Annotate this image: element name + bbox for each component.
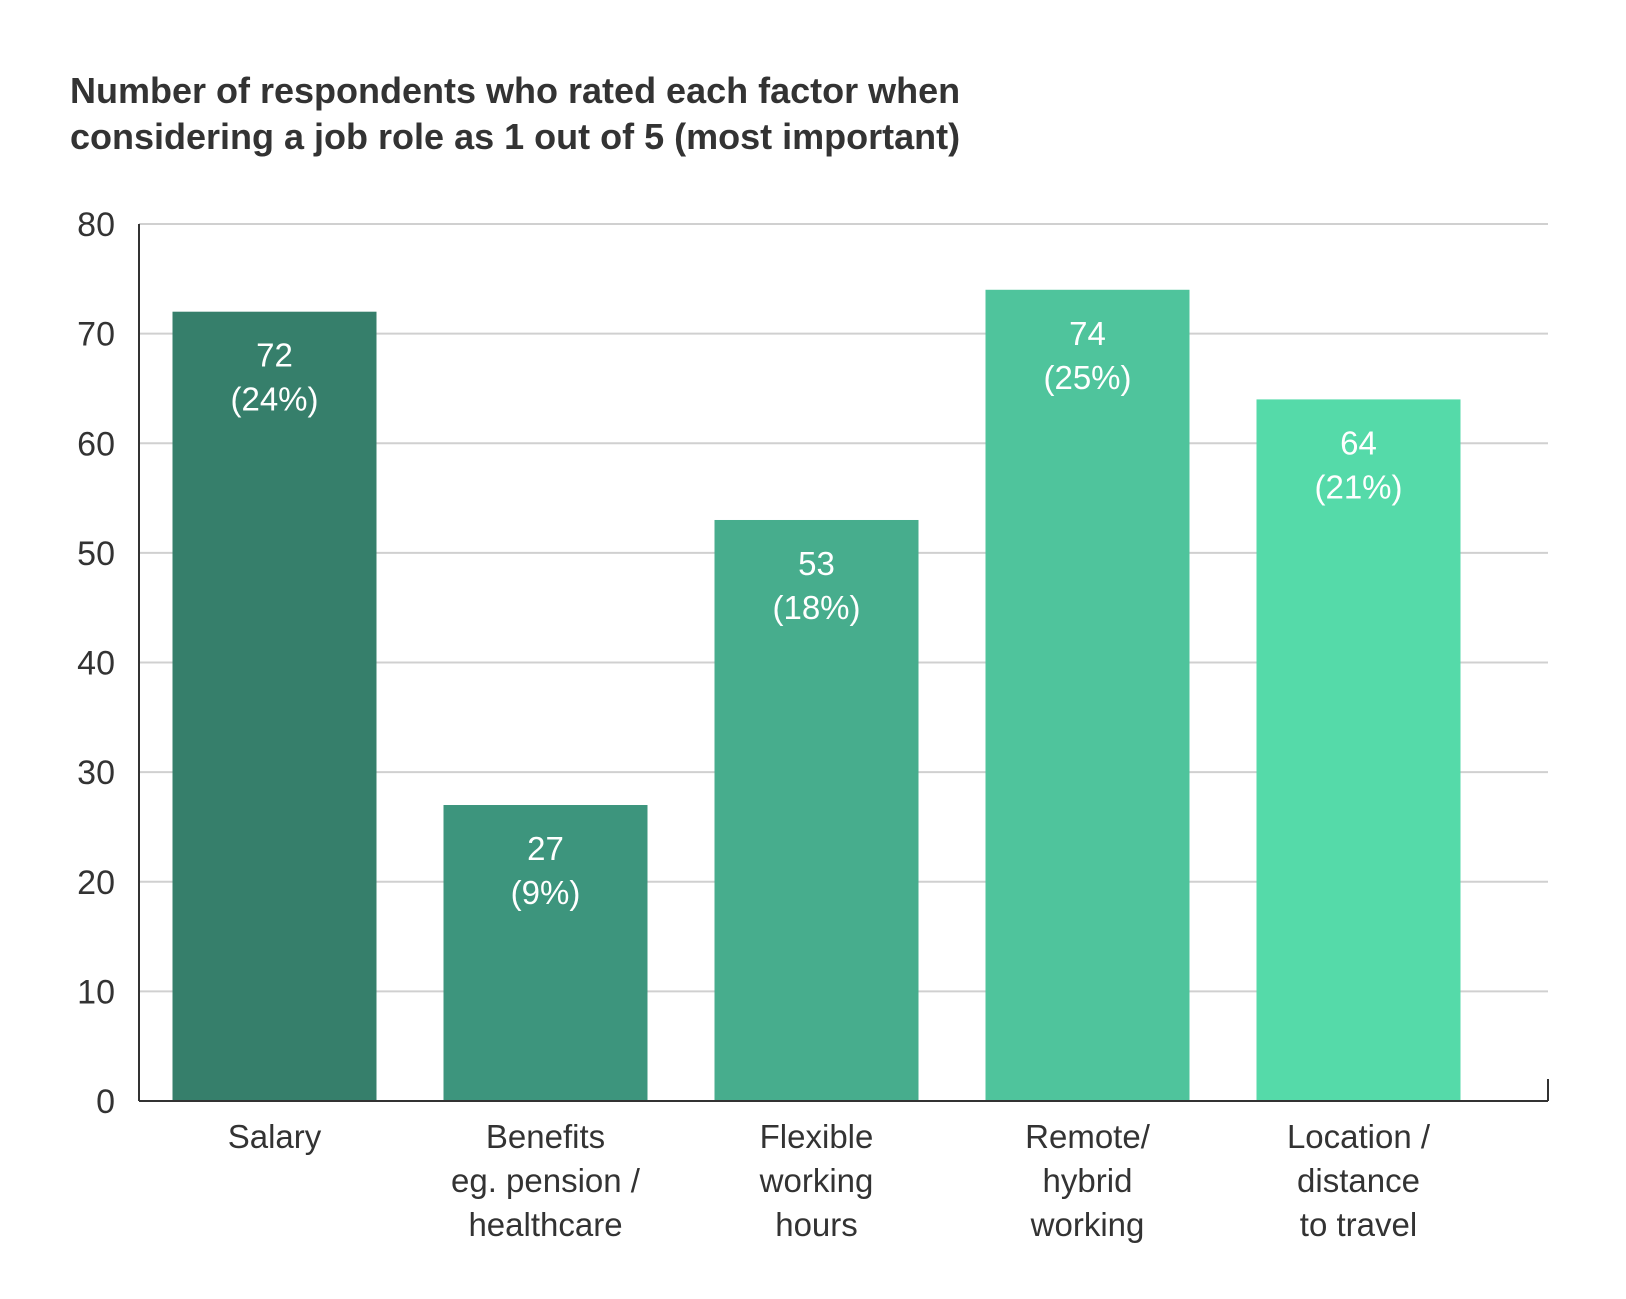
- bar-data-label: 27: [527, 830, 564, 867]
- bar-data-label: 53: [798, 545, 835, 582]
- y-tick-label: 70: [77, 316, 115, 354]
- bar-data-label: (9%): [511, 874, 581, 911]
- y-tick-label: 50: [77, 535, 115, 573]
- axes: [138, 224, 1549, 1102]
- bar: [985, 289, 1190, 1101]
- x-category-label: hybrid: [1043, 1162, 1133, 1199]
- x-category-label: working: [1030, 1206, 1145, 1243]
- x-category-label: Remote/: [1025, 1118, 1151, 1155]
- bar-data-label: 64: [1340, 424, 1377, 461]
- y-tick-label: 30: [77, 754, 115, 792]
- x-category-label: hours: [775, 1206, 858, 1243]
- x-category-label: eg. pension /: [451, 1162, 641, 1199]
- bar-data-label: (21%): [1314, 468, 1402, 505]
- chart-title: Number of respondents who rated each fac…: [70, 70, 961, 157]
- bar: [443, 805, 648, 1101]
- y-tick-label: 60: [77, 425, 115, 463]
- bars: [172, 289, 1461, 1101]
- bar-data-label: (18%): [772, 589, 860, 626]
- bar-data-label: (25%): [1043, 359, 1131, 396]
- bar-data-label: 72: [256, 337, 293, 374]
- y-tick-label: 40: [77, 645, 115, 683]
- x-category-label: Benefits: [486, 1118, 605, 1155]
- bar: [1256, 399, 1461, 1101]
- x-axis-labels: Salary Benefits eg. pension / healthcare Fle…: [228, 1118, 1431, 1243]
- x-category-label: Flexible: [760, 1118, 874, 1155]
- x-category-label: distance: [1297, 1162, 1420, 1199]
- x-category-label: healthcare: [468, 1206, 622, 1243]
- y-tick-label: 20: [77, 864, 115, 902]
- x-category-label: Salary: [228, 1118, 322, 1155]
- data-labels: 72 (24%) 27 (9%) 53 (18%) 74 (25%) 64 (21%): [230, 315, 1402, 911]
- bar: [172, 311, 377, 1101]
- y-axis-ticks: 0 10 20 30 40 50 60 70 80: [77, 206, 115, 1121]
- bar: [714, 519, 919, 1101]
- y-tick-label: 80: [77, 206, 115, 244]
- y-tick-label: 10: [77, 973, 115, 1011]
- x-category-label: working: [759, 1162, 874, 1199]
- x-category-label: to travel: [1300, 1206, 1417, 1243]
- y-tick-label: 0: [96, 1083, 115, 1121]
- bar-data-label: (24%): [230, 381, 318, 418]
- x-category-label: Location /: [1287, 1118, 1431, 1155]
- bar-data-label: 74: [1069, 315, 1106, 352]
